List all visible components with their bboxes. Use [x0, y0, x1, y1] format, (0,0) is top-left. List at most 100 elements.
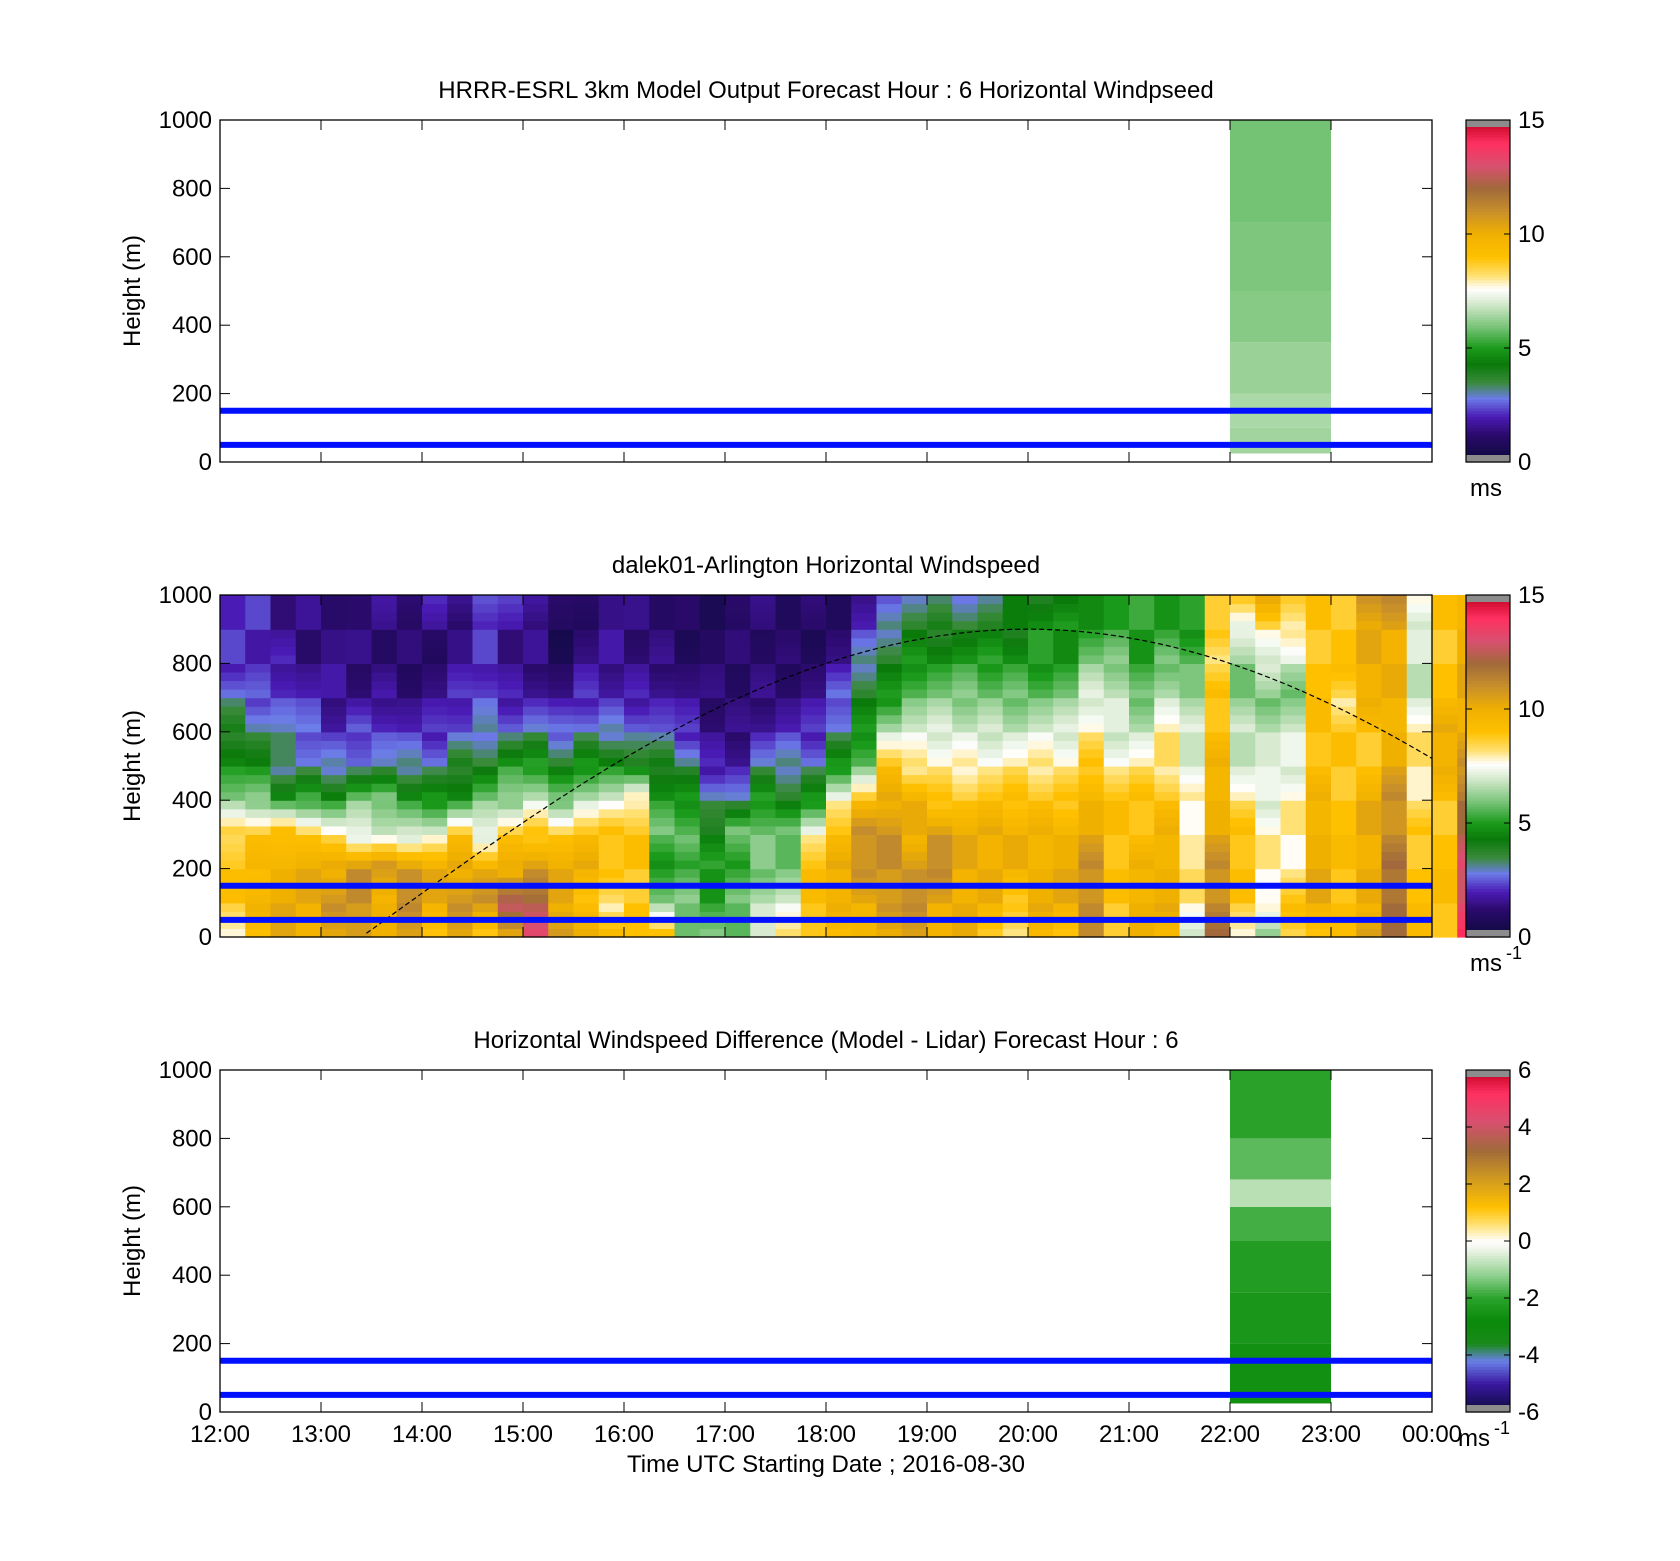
heatmap-cell: [245, 629, 272, 639]
heatmap-cell: [321, 851, 347, 861]
heatmap-cell: [901, 731, 928, 741]
heatmap-cell: [977, 860, 1004, 870]
heatmap-cell: [396, 894, 423, 904]
colorbar-segment: [1466, 634, 1510, 639]
heatmap-cell: [1432, 697, 1458, 707]
heatmap-cell: [1406, 612, 1433, 622]
heatmap-cell: [952, 757, 979, 767]
colorbar-segment: [1466, 433, 1510, 437]
heatmap-cell: [270, 842, 297, 853]
heatmap-cell: [1204, 834, 1231, 844]
heatmap-cell: [977, 817, 1004, 827]
heatmap-cell: [775, 595, 802, 605]
heatmap-cell: [245, 928, 272, 938]
heatmap-cell: [977, 808, 1004, 818]
heatmap-cell: [1002, 731, 1029, 741]
heatmap-cell: [1154, 757, 1181, 767]
colorbar-segment: [1466, 1141, 1510, 1145]
heatmap-cell: [1280, 808, 1307, 818]
heatmap-cell: [927, 757, 953, 767]
heatmap-cell: [1255, 603, 1282, 613]
heatmap-cell: [1381, 740, 1408, 750]
heatmap-cell: [1305, 783, 1332, 793]
heatmap-cell: [548, 834, 575, 844]
colorbar-segment: [1466, 1337, 1510, 1342]
heatmap-cell: [295, 697, 322, 707]
heatmap-cell: [624, 851, 650, 861]
heatmap-cell: [1305, 637, 1332, 647]
heatmap-cell: [598, 808, 625, 818]
heatmap-cell: [1331, 774, 1357, 784]
colorbar-segment: [1466, 652, 1510, 656]
heatmap-cell: [396, 928, 423, 938]
colorbar-segment: [1466, 1121, 1510, 1125]
heatmap-cell: [1432, 731, 1458, 741]
heatmap-cell: [1230, 834, 1256, 844]
heatmap-cell: [649, 783, 676, 793]
colorbar-segment: [1466, 339, 1510, 343]
heatmap-cell: [1179, 689, 1206, 699]
heatmap-cell: [1204, 697, 1231, 707]
heatmap-cell: [699, 774, 726, 784]
heatmap-cell: [725, 697, 751, 707]
heatmap-cell: [548, 808, 575, 818]
heatmap-cell: [1255, 740, 1282, 750]
colorbar-segment: [1466, 1394, 1510, 1399]
heatmap-cell: [396, 646, 423, 656]
heatmap-cell: [1381, 766, 1408, 776]
colorbar-segment: [1466, 612, 1510, 616]
heatmap-cell: [1381, 877, 1408, 887]
heatmap-cell: [1053, 663, 1080, 673]
colorbar-frame: [1465, 119, 1511, 463]
solar-curve-line: [366, 628, 1433, 934]
colorbar-segment: [1466, 202, 1510, 207]
heatmap-cell: [977, 877, 1004, 887]
heatmap-cell: [1103, 731, 1130, 741]
heatmap-cell: [1381, 603, 1408, 613]
heatmap-cell: [1432, 706, 1458, 716]
x-tick-label: 14:00: [392, 1421, 452, 1448]
heatmap-cell: [270, 697, 297, 707]
heatmap-cell: [573, 911, 600, 921]
heatmap-cell: [1204, 868, 1231, 878]
heatmap-cell: [624, 911, 650, 921]
heatmap-cell: [1280, 894, 1307, 904]
heatmap-cell: [1280, 671, 1307, 682]
heatmap-cell: [472, 868, 499, 878]
heatmap-cell: [447, 706, 474, 716]
heatmap-cell: [548, 731, 575, 741]
heatmap-cell: [1002, 740, 1029, 750]
heatmap-cell: [1053, 766, 1080, 776]
colorbar-segment: [1466, 271, 1510, 275]
colorbar-segment: [1466, 139, 1510, 144]
heatmap-cell: [447, 868, 474, 878]
heatmap-cell: [1432, 646, 1458, 656]
heatmap-cell: [548, 740, 575, 750]
heatmap-cell: [220, 697, 246, 707]
colorbar-segment: [1466, 279, 1510, 284]
heatmap-cell: [826, 808, 852, 818]
heatmap-cell: [674, 774, 701, 784]
chart-title: Horizontal Windspeed Difference (Model -…: [473, 1027, 1178, 1054]
heatmap-cell: [750, 860, 777, 870]
heatmap-cell: [573, 757, 600, 767]
heatmap-cell: [346, 654, 373, 664]
heatmap-cell: [699, 731, 726, 741]
heatmap-cell: [1002, 808, 1029, 818]
heatmap-cell: [1053, 911, 1080, 921]
colorbar-segment: [1466, 837, 1510, 841]
colorbar-segment: [1466, 746, 1510, 750]
heatmap-cell: [800, 808, 827, 818]
heatmap-cell: [977, 791, 1004, 801]
heatmap-cell: [1230, 748, 1256, 759]
heatmap-cell: [699, 851, 726, 861]
heatmap-cell: [1103, 766, 1130, 776]
heatmap-cell: [624, 928, 650, 938]
heatmap-cell: [548, 680, 575, 690]
heatmap-cell: [1078, 697, 1105, 707]
heatmap-cell: [851, 902, 878, 912]
colorbar-segment: [1466, 177, 1510, 181]
colorbar-segment: [1466, 1357, 1510, 1362]
heatmap-cell: [321, 877, 347, 887]
